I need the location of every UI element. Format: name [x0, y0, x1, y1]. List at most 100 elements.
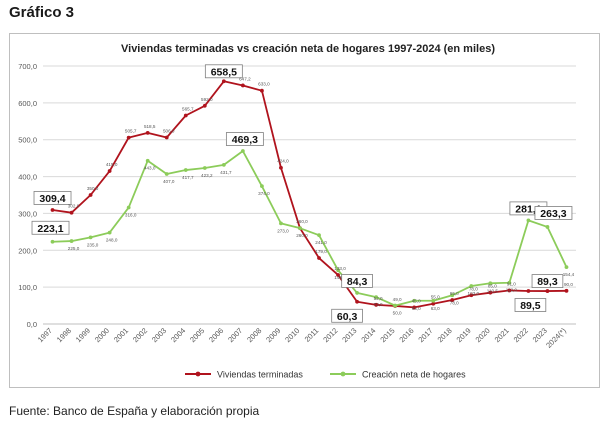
data-label: 85,0: [488, 284, 497, 289]
data-label-highlight: 60,3: [337, 311, 358, 323]
data-label: 350,0: [87, 186, 99, 191]
data-label-box: [331, 308, 363, 323]
data-point: [88, 193, 93, 197]
data-point: [393, 303, 398, 308]
data-point: [107, 169, 112, 173]
legend-label: Creación neta de hogares: [362, 370, 466, 380]
y-tick-label: 400,0: [18, 173, 37, 182]
data-label: 55,0: [431, 295, 440, 300]
data-point: [221, 162, 226, 167]
x-tick-label: 2005: [188, 326, 206, 344]
data-label: 518,5: [144, 124, 156, 129]
data-point: [50, 208, 55, 212]
data-point: [450, 298, 455, 302]
legend-swatch-marker: [195, 371, 201, 377]
data-label: 431,7: [220, 170, 232, 175]
data-point: [317, 233, 321, 238]
data-label: 415,0: [106, 162, 118, 167]
x-tick-label: 2015: [378, 326, 396, 344]
data-point: [69, 210, 74, 215]
x-tick-label: 2000: [93, 326, 111, 344]
data-label: 407,0: [163, 179, 175, 184]
x-tick-label: 2011: [303, 326, 321, 344]
x-tick-label: 2008: [245, 326, 263, 344]
x-tick-label: 2018: [436, 326, 454, 344]
data-label-box: [33, 191, 72, 205]
data-point: [240, 149, 245, 153]
data-point: [564, 265, 569, 269]
data-label: 90,0: [564, 282, 573, 287]
data-label: 133,0: [334, 266, 346, 271]
data-label: 302,0: [68, 204, 80, 209]
data-point: [126, 135, 131, 140]
data-label-box: [531, 274, 564, 288]
legend-label: Viviendas terminadas: [217, 370, 303, 380]
data-point: [507, 288, 512, 293]
data-point: [183, 168, 188, 172]
data-label: 50,0: [393, 311, 402, 316]
data-point: [507, 280, 512, 285]
data-point: [145, 158, 150, 163]
x-tick-label: 2021: [493, 326, 511, 344]
data-point: [279, 165, 283, 170]
data-point: [336, 268, 340, 273]
data-label: 78,0: [450, 300, 459, 305]
data-label-highlight: 658,5: [211, 66, 237, 78]
x-tick-label: 2002: [131, 326, 149, 344]
data-point: [469, 284, 474, 288]
data-label: 647,2: [239, 76, 251, 81]
data-label: 146,0: [334, 275, 346, 280]
data-point: [88, 235, 93, 240]
y-tick-label: 300,0: [18, 209, 37, 218]
y-tick-label: 200,0: [18, 246, 37, 255]
x-tick-label: 2012: [321, 326, 339, 344]
data-label-highlight: 89,3: [537, 276, 558, 288]
data-point: [374, 295, 379, 299]
data-point: [260, 184, 264, 189]
data-point: [545, 289, 550, 293]
data-label: 248,0: [106, 238, 118, 243]
figure-heading: Gráfico 3: [9, 4, 75, 21]
data-label: 443,0: [144, 166, 156, 171]
data-point: [564, 288, 569, 293]
data-label: 154,4: [563, 272, 575, 277]
data-point: [202, 166, 207, 170]
data-point: [202, 103, 207, 108]
data-point: [412, 298, 417, 303]
data-label-box: [534, 206, 573, 220]
data-label: 91,0: [507, 281, 516, 286]
data-label-highlight: 469,3: [232, 134, 258, 146]
data-label: 505,7: [125, 129, 137, 134]
data-label-box: [31, 220, 70, 235]
data-point: [469, 293, 474, 298]
data-point: [221, 79, 226, 84]
data-point: [431, 298, 436, 303]
data-label: 241,0: [315, 240, 327, 245]
y-tick-label: 0,0: [27, 320, 37, 329]
y-tick-label: 700,0: [18, 62, 37, 71]
series-lines: [50, 79, 569, 310]
data-label-box: [514, 298, 547, 312]
data-label: 45,0: [412, 298, 421, 303]
y-tick-label: 500,0: [18, 136, 37, 145]
gridlines: [43, 65, 576, 325]
data-label: 260,0: [296, 233, 308, 238]
data-point: [336, 273, 340, 277]
data-label: 78,0: [469, 286, 478, 291]
data-label-highlight: 223,1: [37, 223, 63, 235]
y-tick-label: 600,0: [18, 99, 37, 108]
data-point: [145, 130, 150, 135]
data-label: 112,0: [506, 288, 518, 293]
data-point: [545, 225, 550, 229]
data-point: [374, 302, 379, 307]
chart-title: Viviendas terminadas vs creación neta de…: [121, 43, 495, 55]
x-tick-label: 2016: [397, 326, 415, 344]
data-label: 179,0: [315, 249, 327, 254]
line-chart: Viviendas terminadas vs creación neta de…: [18, 43, 576, 380]
data-label: 235,0: [87, 242, 99, 247]
data-label: 592,0: [201, 97, 213, 102]
x-tick-label: 1997: [36, 326, 54, 344]
series-line-2: [52, 150, 568, 307]
legend: Viviendas terminadas Creación neta de hog…: [185, 370, 466, 380]
data-label: 417,7: [182, 175, 194, 180]
